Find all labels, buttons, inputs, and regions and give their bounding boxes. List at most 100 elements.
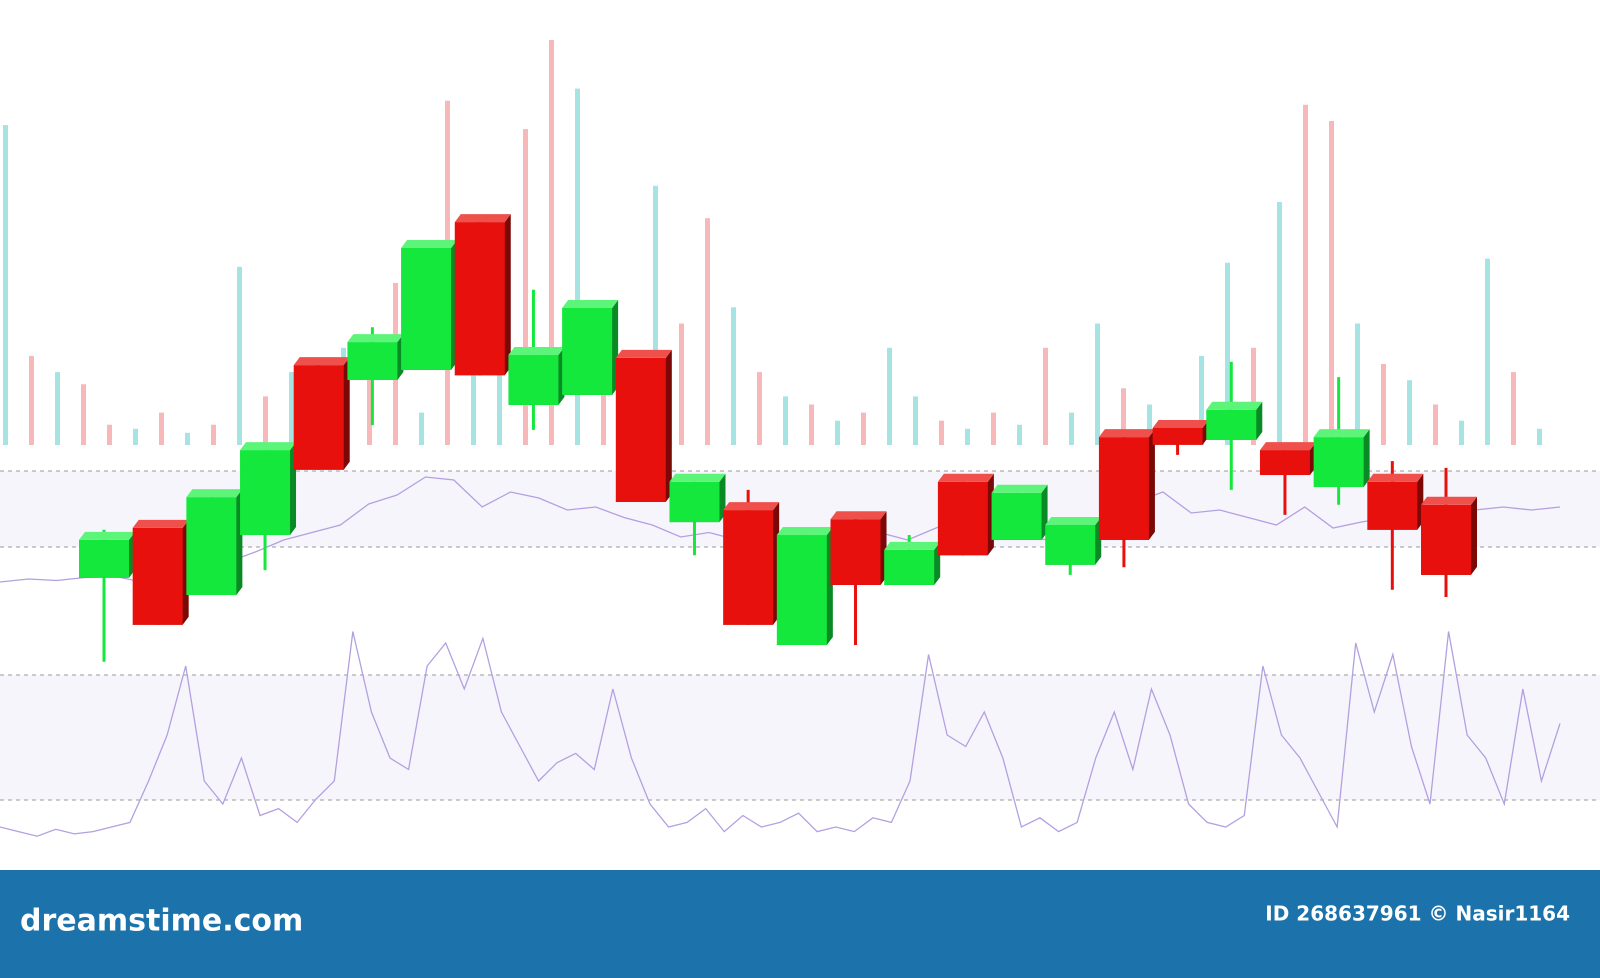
candle-body [401,248,452,370]
volume-bar [1017,424,1022,445]
volume-bar [1407,380,1412,445]
volume-bar [55,372,60,445]
volume-bar [1199,355,1204,445]
candle-top [615,349,672,358]
candle-top [884,541,941,550]
candle-top [1313,429,1370,438]
candle-top [401,240,458,248]
candle-top [1259,442,1316,451]
volume-bar [913,396,918,445]
candle-top [991,484,1048,493]
candle-body [454,222,505,376]
candle-top [1367,473,1424,482]
candle-top [723,502,780,511]
candle-top [830,511,887,520]
candle-top [1045,516,1102,525]
volume-bar [289,372,294,445]
volume-bar [211,424,216,445]
volume-bar [419,412,424,445]
volume-bar [809,404,814,445]
site-name: dreamstime.com [20,904,303,939]
candle-body [723,510,774,625]
volume-bar [159,412,164,445]
candle-body [776,535,827,645]
candle-body [1367,481,1418,530]
candle-top [1098,429,1155,438]
volume-bar [653,185,658,446]
volume-bar [861,412,866,445]
candle-body [79,539,129,578]
volume-bar [29,355,34,445]
volume-bar [1225,262,1230,445]
candle-top [937,473,994,482]
volume-bar [133,428,138,445]
candle-body [937,481,988,556]
volume-bar [107,424,112,445]
volume-bar [497,343,502,445]
volume-bar [705,218,710,445]
candle-top [186,489,243,498]
volume-bar [1121,388,1126,445]
candle-body [562,308,613,395]
volume-bar [1303,104,1308,446]
candle-body [1045,524,1096,565]
candle-top [132,519,189,528]
band [0,675,1600,800]
credit: ID 268637961 © Nasir1164 [1265,902,1570,926]
candle-top [347,334,404,343]
volume-bar [237,266,242,445]
volume-bar [367,364,372,445]
volume-bar [1511,372,1516,445]
candle-top [79,531,135,540]
candle-top [508,347,565,356]
volume-bar [601,355,606,445]
candle-body [1098,437,1149,540]
volume-bar [1147,404,1152,445]
candle-top [776,527,833,536]
volume-bar [991,412,996,445]
volume-bar [1329,121,1334,445]
volume-bar [1095,323,1100,445]
candle-body [293,365,344,470]
volume-bar [887,347,892,445]
candle-body [615,357,666,502]
candle-top [293,357,350,366]
candle-body [1152,428,1203,445]
volume-bar [523,129,528,445]
volume-bar [81,384,86,445]
volume-bar [3,125,8,446]
candle-body [347,342,398,380]
volume-bar [549,40,554,445]
candle-body [1313,437,1364,488]
candle-top [1421,496,1477,505]
volume-bar [757,372,762,445]
volume-bar [1251,347,1256,445]
candle-body [1259,450,1310,476]
candle-top [454,214,511,223]
candle-top [562,300,619,308]
volume-bar [1537,428,1542,445]
footer-bar [0,870,1600,978]
volume-bar [185,432,190,445]
volume-bar [263,396,268,445]
candle-body [508,355,559,405]
volume-bar [783,396,788,445]
candle-body [669,481,720,523]
volume-bar [1381,364,1386,445]
volume-bar [965,428,970,445]
candle-body [830,519,881,585]
volume-bar [1459,420,1464,445]
volume-bar [1355,323,1360,445]
candle-body [132,527,183,625]
candle-body [884,549,935,585]
volume-bar [575,88,580,445]
volume-bar [1277,202,1282,445]
volume-bar [939,420,944,445]
volume-bar [835,420,840,445]
candle-body [240,450,291,536]
volume-bar [731,307,736,445]
candle-body [186,497,237,596]
candle-top [669,473,726,482]
